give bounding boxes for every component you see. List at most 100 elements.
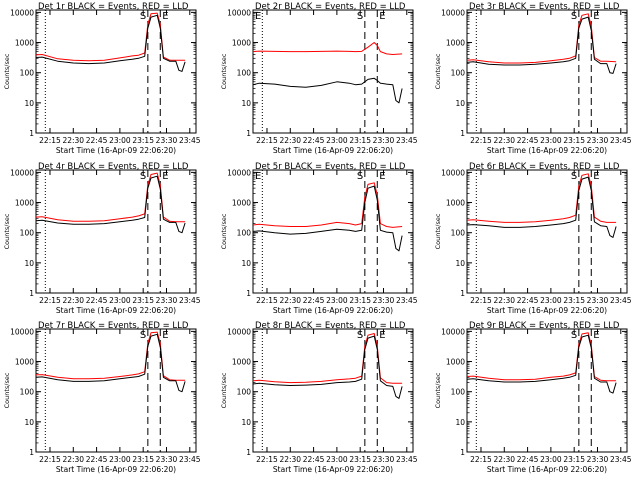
event-annotation: S (571, 330, 577, 341)
y-tick-label: 10 (241, 259, 251, 268)
y-tick-label: 1000 (446, 358, 465, 367)
x-axis-label: Start Time (16-Apr-09 22:06:20) (56, 146, 176, 155)
x-tick-label: 23:15 (563, 455, 585, 464)
y-tick-label: 1000 (232, 199, 251, 208)
event-annotation: E (593, 171, 599, 182)
y-tick-label: 1000 (15, 199, 34, 208)
panel-title: Det 1r BLACK = Events, RED = LLD (38, 2, 189, 12)
x-tick-label: 22:15 (470, 296, 492, 305)
series-line-lld (466, 13, 617, 64)
x-tick-label: 22:30 (279, 296, 301, 305)
panel-title: Det 8r BLACK = Events, RED = LLD (255, 321, 406, 331)
x-tick-label: 22:30 (62, 455, 84, 464)
series-line-lld (466, 332, 617, 382)
x-tick-label: 23:15 (132, 136, 154, 145)
x-tick-label: 23:45 (610, 136, 632, 145)
event-annotation: E (255, 11, 261, 22)
y-tick-label: 10 (24, 259, 34, 268)
y-tick-label: 1 (246, 448, 251, 457)
panel-title: Det 9r BLACK = Events, RED = LLD (469, 321, 620, 331)
y-axis-label: Counts/sec (220, 53, 228, 89)
series-line-lld (466, 173, 617, 223)
x-tick-label: 22:30 (279, 136, 301, 145)
x-tick-label: 23:45 (179, 455, 201, 464)
x-tick-label: 23:30 (156, 455, 178, 464)
series-line-events (466, 16, 617, 74)
y-axis-label: Counts/sec (434, 53, 442, 89)
x-axis-label: Start Time (16-Apr-09 22:06:20) (273, 306, 393, 315)
x-tick-label: 23:45 (610, 455, 632, 464)
y-tick-label: 10000 (441, 168, 465, 177)
x-tick-label: 23:45 (396, 455, 418, 464)
series-line-events (252, 185, 403, 252)
x-tick-label: 23:30 (373, 296, 395, 305)
y-tick-label: 1000 (446, 39, 465, 48)
y-tick-label: 1 (460, 289, 465, 298)
x-axis-label: Start Time (16-Apr-09 22:06:20) (487, 465, 607, 474)
event-annotation: S (357, 171, 363, 182)
x-tick-label: 22:45 (303, 296, 325, 305)
y-tick-label: 1000 (446, 199, 465, 208)
event-annotation: E (162, 171, 168, 182)
x-axis-label: Start Time (16-Apr-09 22:06:20) (56, 465, 176, 474)
y-tick-label: 10000 (10, 168, 34, 177)
x-tick-label: 23:15 (563, 136, 585, 145)
panel-title: Det 6r BLACK = Events, RED = LLD (469, 162, 620, 172)
x-axis-label: Start Time (16-Apr-09 22:06:20) (273, 465, 393, 474)
x-tick-label: 23:30 (373, 455, 395, 464)
event-annotation: E (379, 11, 385, 22)
y-tick-label: 10000 (227, 168, 251, 177)
y-axis-label: Counts/sec (220, 213, 228, 249)
x-tick-label: 22:30 (279, 455, 301, 464)
x-tick-label: 22:30 (493, 455, 515, 464)
x-tick-label: 23:15 (349, 136, 371, 145)
event-annotation: S (571, 11, 577, 22)
y-tick-label: 1 (29, 129, 34, 138)
series-line-events (252, 335, 403, 399)
panel-title: Det 2r BLACK = Events, RED = LLD (255, 2, 406, 12)
x-tick-label: 22:15 (39, 455, 61, 464)
y-axis-label: Counts/sec (3, 53, 11, 89)
y-tick-label: 10 (24, 99, 34, 108)
event-annotation: E (162, 11, 168, 22)
x-tick-label: 22:30 (493, 296, 515, 305)
y-tick-label: 1 (460, 129, 465, 138)
x-tick-label: 22:30 (62, 296, 84, 305)
x-tick-label: 23:30 (587, 136, 609, 145)
x-tick-label: 23:30 (156, 136, 178, 145)
x-tick-label: 23:30 (156, 296, 178, 305)
x-tick-label: 22:45 (86, 455, 108, 464)
axes-frame (466, 169, 628, 294)
y-axis-label: Counts/sec (3, 372, 11, 408)
x-tick-label: 23:15 (563, 296, 585, 305)
y-tick-label: 100 (20, 229, 35, 238)
event-annotation: S (357, 11, 363, 22)
series-line-lld (252, 42, 403, 55)
y-tick-label: 100 (237, 69, 252, 78)
event-annotation: S (140, 330, 146, 341)
x-tick-label: 22:15 (256, 136, 278, 145)
series-line-events (466, 176, 617, 238)
x-tick-label: 23:00 (109, 136, 131, 145)
y-tick-label: 1000 (232, 39, 251, 48)
series-line-events (35, 333, 186, 393)
x-tick-label: 23:00 (109, 455, 131, 464)
x-axis-label: Start Time (16-Apr-09 22:06:20) (273, 146, 393, 155)
x-tick-label: 23:45 (179, 136, 201, 145)
x-tick-label: 22:30 (62, 136, 84, 145)
y-tick-label: 100 (451, 69, 466, 78)
series-line-events (35, 14, 186, 72)
x-tick-label: 22:30 (493, 136, 515, 145)
panel-title: Det 7r BLACK = Events, RED = LLD (38, 321, 189, 331)
y-tick-label: 10 (241, 418, 251, 427)
axes-frame (466, 9, 628, 134)
x-tick-label: 22:15 (470, 136, 492, 145)
y-tick-label: 1 (246, 129, 251, 138)
y-axis-label: Counts/sec (434, 372, 442, 408)
